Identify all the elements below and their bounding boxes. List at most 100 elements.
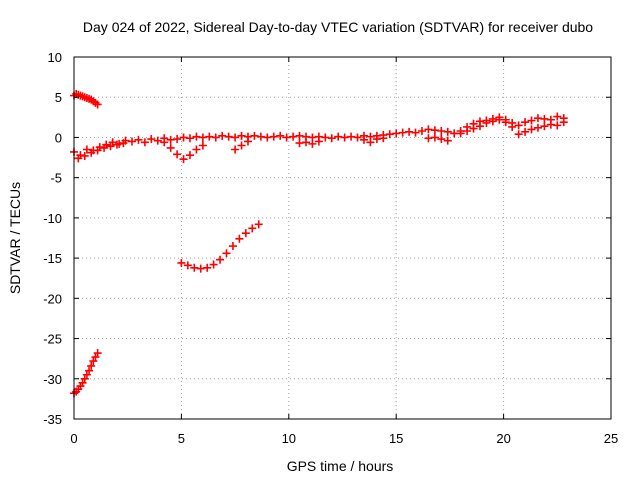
x-tick-label: 20 <box>496 431 510 446</box>
data-point <box>282 133 291 142</box>
data-point <box>91 353 100 362</box>
data-point <box>411 128 420 137</box>
data-point <box>443 127 452 136</box>
data-point <box>443 136 452 145</box>
data-point <box>533 123 542 132</box>
data-point <box>179 155 188 164</box>
data-point <box>74 154 83 163</box>
data-point <box>553 112 562 121</box>
data-point <box>85 366 94 375</box>
data-point <box>424 125 433 134</box>
data-point <box>241 229 250 238</box>
data-point <box>166 135 175 144</box>
data-point <box>93 146 102 155</box>
data-point <box>514 130 523 139</box>
y-tick-label: -5 <box>50 171 62 186</box>
data-point <box>289 132 298 141</box>
y-tick-label: -20 <box>43 291 62 306</box>
data-point <box>218 131 227 140</box>
y-tick-label: -25 <box>43 332 62 347</box>
data-point <box>106 142 115 151</box>
data-point <box>198 141 207 150</box>
y-tick-label: -10 <box>43 211 62 226</box>
axis-ticks: 0 5 10 15 20 25 10 5 0 -5 -10 -15 -20 -25 -30 -35 <box>43 50 618 446</box>
x-tick-label: 0 <box>70 431 77 446</box>
data-point <box>231 133 240 142</box>
data-point <box>372 135 381 144</box>
data-point <box>263 133 272 142</box>
data-point <box>250 131 259 140</box>
data-point <box>521 127 530 136</box>
chart-title: Day 024 of 2022, Sidereal Day-to-day VTE… <box>83 19 593 35</box>
data-point <box>276 131 285 140</box>
data-point <box>430 133 439 142</box>
data-points <box>70 90 568 398</box>
data-point <box>308 133 317 142</box>
data-point <box>209 260 218 269</box>
x-axis-label: GPS time / hours <box>287 458 394 474</box>
data-point <box>108 138 117 147</box>
data-point <box>166 143 175 152</box>
data-point <box>437 135 446 144</box>
data-point <box>321 133 330 142</box>
data-point <box>417 127 426 136</box>
data-point <box>80 151 89 160</box>
data-point <box>359 135 368 144</box>
data-point <box>231 145 240 154</box>
data-point <box>82 145 91 154</box>
data-point <box>190 263 199 272</box>
data-point <box>87 361 96 370</box>
data-point <box>540 114 549 123</box>
y-axis-label: SDTVAR / TECUs <box>7 182 23 294</box>
data-point <box>482 118 491 127</box>
y-tick-label: 10 <box>48 50 62 65</box>
data-point <box>134 135 143 144</box>
data-point <box>78 378 87 387</box>
y-tick-label: -35 <box>43 412 62 427</box>
data-point <box>185 151 194 160</box>
data-point <box>93 100 102 109</box>
data-point <box>140 138 149 147</box>
data-point <box>177 258 186 267</box>
data-point <box>216 255 225 264</box>
data-point <box>450 129 459 138</box>
data-point <box>192 132 201 141</box>
data-point <box>211 133 220 142</box>
data-point <box>237 131 246 140</box>
y-tick-label: 5 <box>55 90 62 105</box>
data-point <box>430 126 439 135</box>
data-point <box>456 129 465 138</box>
data-point <box>248 224 257 233</box>
data-point <box>469 124 478 133</box>
data-point <box>546 120 555 129</box>
data-point <box>540 122 549 131</box>
data-point <box>366 138 375 147</box>
data-point <box>308 139 317 148</box>
data-point <box>514 121 523 130</box>
data-point <box>153 136 162 145</box>
data-point <box>527 125 536 134</box>
data-point <box>224 132 233 141</box>
data-point <box>437 127 446 136</box>
data-point <box>173 150 182 159</box>
data-point <box>89 357 98 366</box>
data-point <box>488 117 497 126</box>
data-point <box>301 138 310 147</box>
y-tick-label: -15 <box>43 251 62 266</box>
data-point <box>559 118 568 127</box>
data-point <box>521 118 530 127</box>
data-point <box>475 122 484 131</box>
data-point <box>235 234 244 243</box>
data-point <box>327 134 336 143</box>
data-point <box>463 127 472 136</box>
data-point <box>228 242 237 251</box>
data-point <box>295 139 304 148</box>
data-point <box>203 263 212 272</box>
data-point <box>82 370 91 379</box>
data-point <box>254 220 263 229</box>
data-point <box>160 138 169 147</box>
data-point <box>508 122 517 131</box>
data-point <box>392 129 401 138</box>
data-point <box>100 143 109 152</box>
data-point <box>112 140 121 149</box>
